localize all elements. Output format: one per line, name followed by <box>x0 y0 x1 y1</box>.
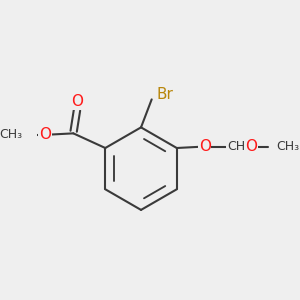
Text: CH₃: CH₃ <box>0 128 22 141</box>
Text: CH₂: CH₂ <box>227 140 250 153</box>
Text: O: O <box>245 139 257 154</box>
Text: O: O <box>39 127 51 142</box>
Text: CH₃: CH₃ <box>276 140 299 153</box>
Text: O: O <box>71 94 83 109</box>
Text: O: O <box>199 139 211 154</box>
Text: Br: Br <box>156 87 173 102</box>
